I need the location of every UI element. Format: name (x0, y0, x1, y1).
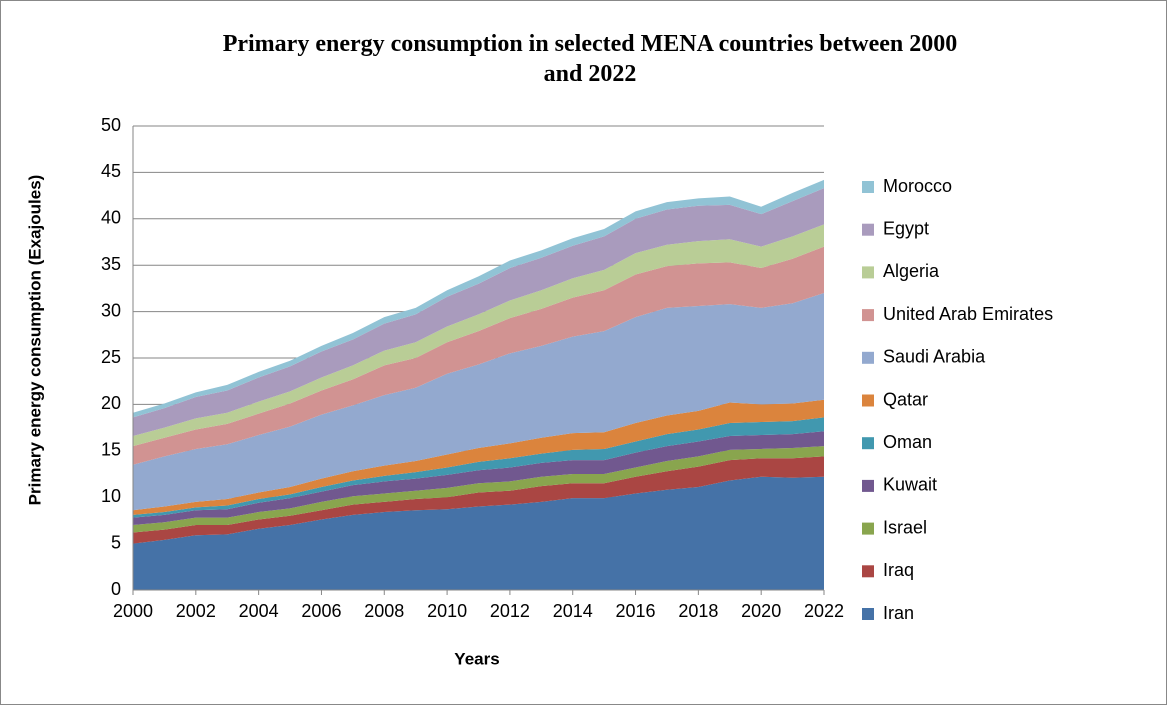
area (133, 476, 824, 590)
y-tick-label: 0 (111, 579, 121, 599)
legend-label: Morocco (883, 176, 952, 196)
legend-label: Iran (883, 603, 914, 623)
legend-swatch (862, 309, 874, 322)
legend-swatch (862, 181, 874, 193)
legend-label: Oman (883, 432, 932, 452)
y-tick-label: 35 (101, 254, 121, 274)
legend-label: Israel (883, 517, 927, 537)
title-line: Primary energy consumption in selected M… (223, 31, 958, 57)
y-axis-label: Primary energy consumption (Exajoules) (25, 175, 44, 506)
y-tick-label: 10 (101, 486, 121, 506)
x-tick-label: 2020 (741, 601, 781, 621)
legend-label: Kuwait (883, 475, 937, 495)
legend-label: Egypt (883, 218, 929, 238)
legend-swatch (862, 266, 874, 279)
area (133, 456, 824, 544)
title-line: and 2022 (544, 61, 637, 87)
area (133, 224, 824, 447)
y-tick-label: 5 (111, 532, 121, 552)
legend-label: United Arab Emirates (883, 304, 1053, 324)
legend-label: Qatar (883, 389, 928, 409)
x-tick-label: 2018 (678, 601, 718, 621)
x-tick-label: 2002 (176, 601, 216, 621)
area (133, 246, 824, 465)
chart-title: Primary energy consumption in selected M… (223, 31, 958, 87)
y-tick-label: 40 (101, 208, 121, 228)
x-tick-label: 2006 (301, 601, 341, 621)
x-tick-label: 2004 (239, 601, 279, 621)
legend-swatch (862, 437, 874, 450)
legend-swatch (862, 351, 874, 364)
legend-label: Algeria (883, 261, 940, 281)
x-tick-label: 2000 (113, 601, 153, 621)
x-axis-label: Years (454, 649, 499, 668)
area (133, 188, 824, 436)
x-tick-label: 2014 (553, 601, 593, 621)
area (133, 446, 824, 533)
legend-swatch (862, 565, 874, 578)
y-tick-label: 30 (101, 300, 121, 320)
y-tick-label: 25 (101, 347, 121, 367)
x-tick-label: 2022 (804, 601, 844, 621)
legend-swatch (862, 223, 874, 236)
area (133, 179, 824, 418)
legend-swatch (862, 522, 874, 535)
legend-swatch (862, 394, 874, 407)
legend-swatch (862, 608, 874, 620)
area (133, 431, 824, 526)
y-tick-label: 20 (101, 393, 121, 413)
y-tick-label: 15 (101, 440, 121, 460)
area (133, 293, 824, 511)
x-tick-label: 2010 (427, 601, 467, 621)
x-tick-label: 2008 (364, 601, 404, 621)
legend-label: Saudi Arabia (883, 347, 986, 367)
legend-label: Iraq (883, 560, 914, 580)
y-tick-label: 50 (101, 115, 121, 135)
x-tick-label: 2016 (616, 601, 656, 621)
area (133, 399, 824, 515)
x-tick-label: 2012 (490, 601, 530, 621)
legend-swatch (862, 479, 874, 492)
y-tick-label: 45 (101, 161, 121, 181)
area (133, 417, 824, 518)
